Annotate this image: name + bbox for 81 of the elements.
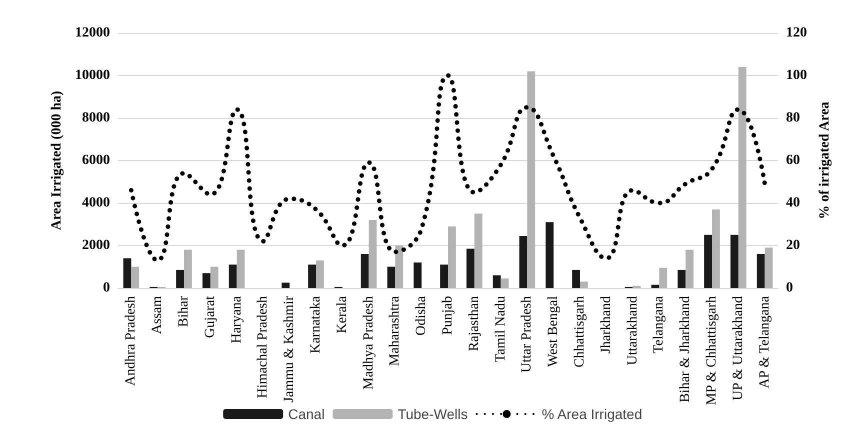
bar: [368, 220, 377, 288]
bar: [387, 266, 396, 288]
y2-tick-label: 40: [786, 196, 800, 210]
bar: [712, 209, 720, 288]
bar: [316, 260, 324, 288]
bar: [440, 264, 448, 288]
y2-tick-label: 80: [786, 110, 800, 126]
y2-tick-label: 0: [786, 280, 793, 296]
bar: [756, 254, 765, 288]
x-tick-label: Himachal Pradesh: [256, 296, 271, 398]
x-tick-label: UP & Uttarakhand: [730, 296, 746, 400]
x-tick-label: MP & Chhattisgarh: [704, 296, 720, 406]
x-tick-label: Uttarakhand: [625, 296, 640, 366]
x-tick-label: Uttar Pradesh: [520, 296, 535, 373]
bar: [228, 264, 237, 288]
bar: [131, 266, 140, 288]
bar: [572, 270, 580, 288]
bar: [527, 71, 536, 288]
line-series: [128, 73, 768, 263]
legend-label: Tube-Wells: [398, 406, 468, 422]
y-tick-label: 0: [103, 280, 110, 296]
x-tick-label: Punjab: [440, 296, 456, 335]
x-tick-label: Rajasthan: [466, 296, 482, 352]
bar: [123, 258, 132, 288]
x-tick-label: Jharkhand: [598, 296, 614, 354]
bar: [492, 275, 501, 288]
bar: [236, 250, 245, 288]
x-tick-label: Maharashtra: [388, 295, 403, 366]
bar: [500, 278, 509, 288]
bar: [546, 222, 554, 288]
bar: [184, 250, 192, 288]
bar: [210, 266, 218, 288]
x-tick-label: Haryana: [229, 295, 244, 344]
bar: [448, 226, 456, 288]
bar: [580, 282, 588, 288]
y-tick-label: 8000: [82, 110, 110, 126]
x-tick-label: Tamil Nadu: [493, 296, 508, 362]
x-tick-label: West Bengal: [546, 296, 562, 367]
bar: [659, 268, 668, 288]
y-tick-label: 2000: [82, 238, 110, 253]
y-tick-label: 10000: [75, 68, 110, 83]
bar: [730, 234, 738, 288]
y2-tick-label: 100: [786, 68, 807, 83]
x-tick-label: Odisha: [414, 295, 430, 336]
bar: [519, 236, 528, 288]
x-tick-label: Kerala: [334, 295, 350, 334]
y-tick-label: 6000: [82, 153, 110, 168]
y-tick-label: 12000: [75, 26, 110, 40]
x-tick-label: Madhya Pradesh: [361, 296, 376, 390]
x-tick-label: Karnataka: [308, 295, 324, 354]
y-tick-label: 4000: [82, 196, 110, 210]
x-tick-label: Andhra Pradesh: [124, 296, 139, 386]
x-tick-label: Chhattisgarh: [572, 296, 588, 368]
x-tick-label: Gujarat: [202, 296, 218, 338]
bar: [738, 67, 746, 288]
y-axis-title: Area Irrigated (000 ha): [50, 90, 65, 230]
bar: [202, 273, 210, 288]
y2-tick-label: 60: [786, 153, 800, 168]
bar: [414, 262, 422, 288]
y2-tick-label: 120: [786, 26, 807, 40]
x-tick-label: AP & Telangana: [757, 295, 772, 388]
bar: [466, 248, 474, 288]
bar: [474, 214, 482, 288]
x-tick-label: Bihar & Jharkhand: [678, 296, 694, 403]
bar: [308, 264, 316, 288]
bar: [704, 234, 712, 288]
bar: [282, 282, 290, 288]
bar: [764, 248, 773, 288]
x-tick-label: Telangana: [652, 295, 667, 354]
y2-axis-title: % of irrigated Area: [817, 102, 832, 220]
x-tick-label: Jammu & Kashmir: [282, 296, 298, 403]
bar: [176, 270, 184, 288]
bar: [678, 270, 686, 288]
bar: [686, 250, 694, 288]
x-tick-label: Assam: [150, 296, 166, 334]
y2-tick-label: 20: [786, 238, 800, 253]
bar: [395, 246, 404, 288]
x-tick-label: Bihar: [176, 296, 192, 328]
legend-label: Canal: [288, 406, 325, 422]
bar: [360, 254, 369, 288]
legend-label: % Area Irrigated: [542, 406, 642, 422]
